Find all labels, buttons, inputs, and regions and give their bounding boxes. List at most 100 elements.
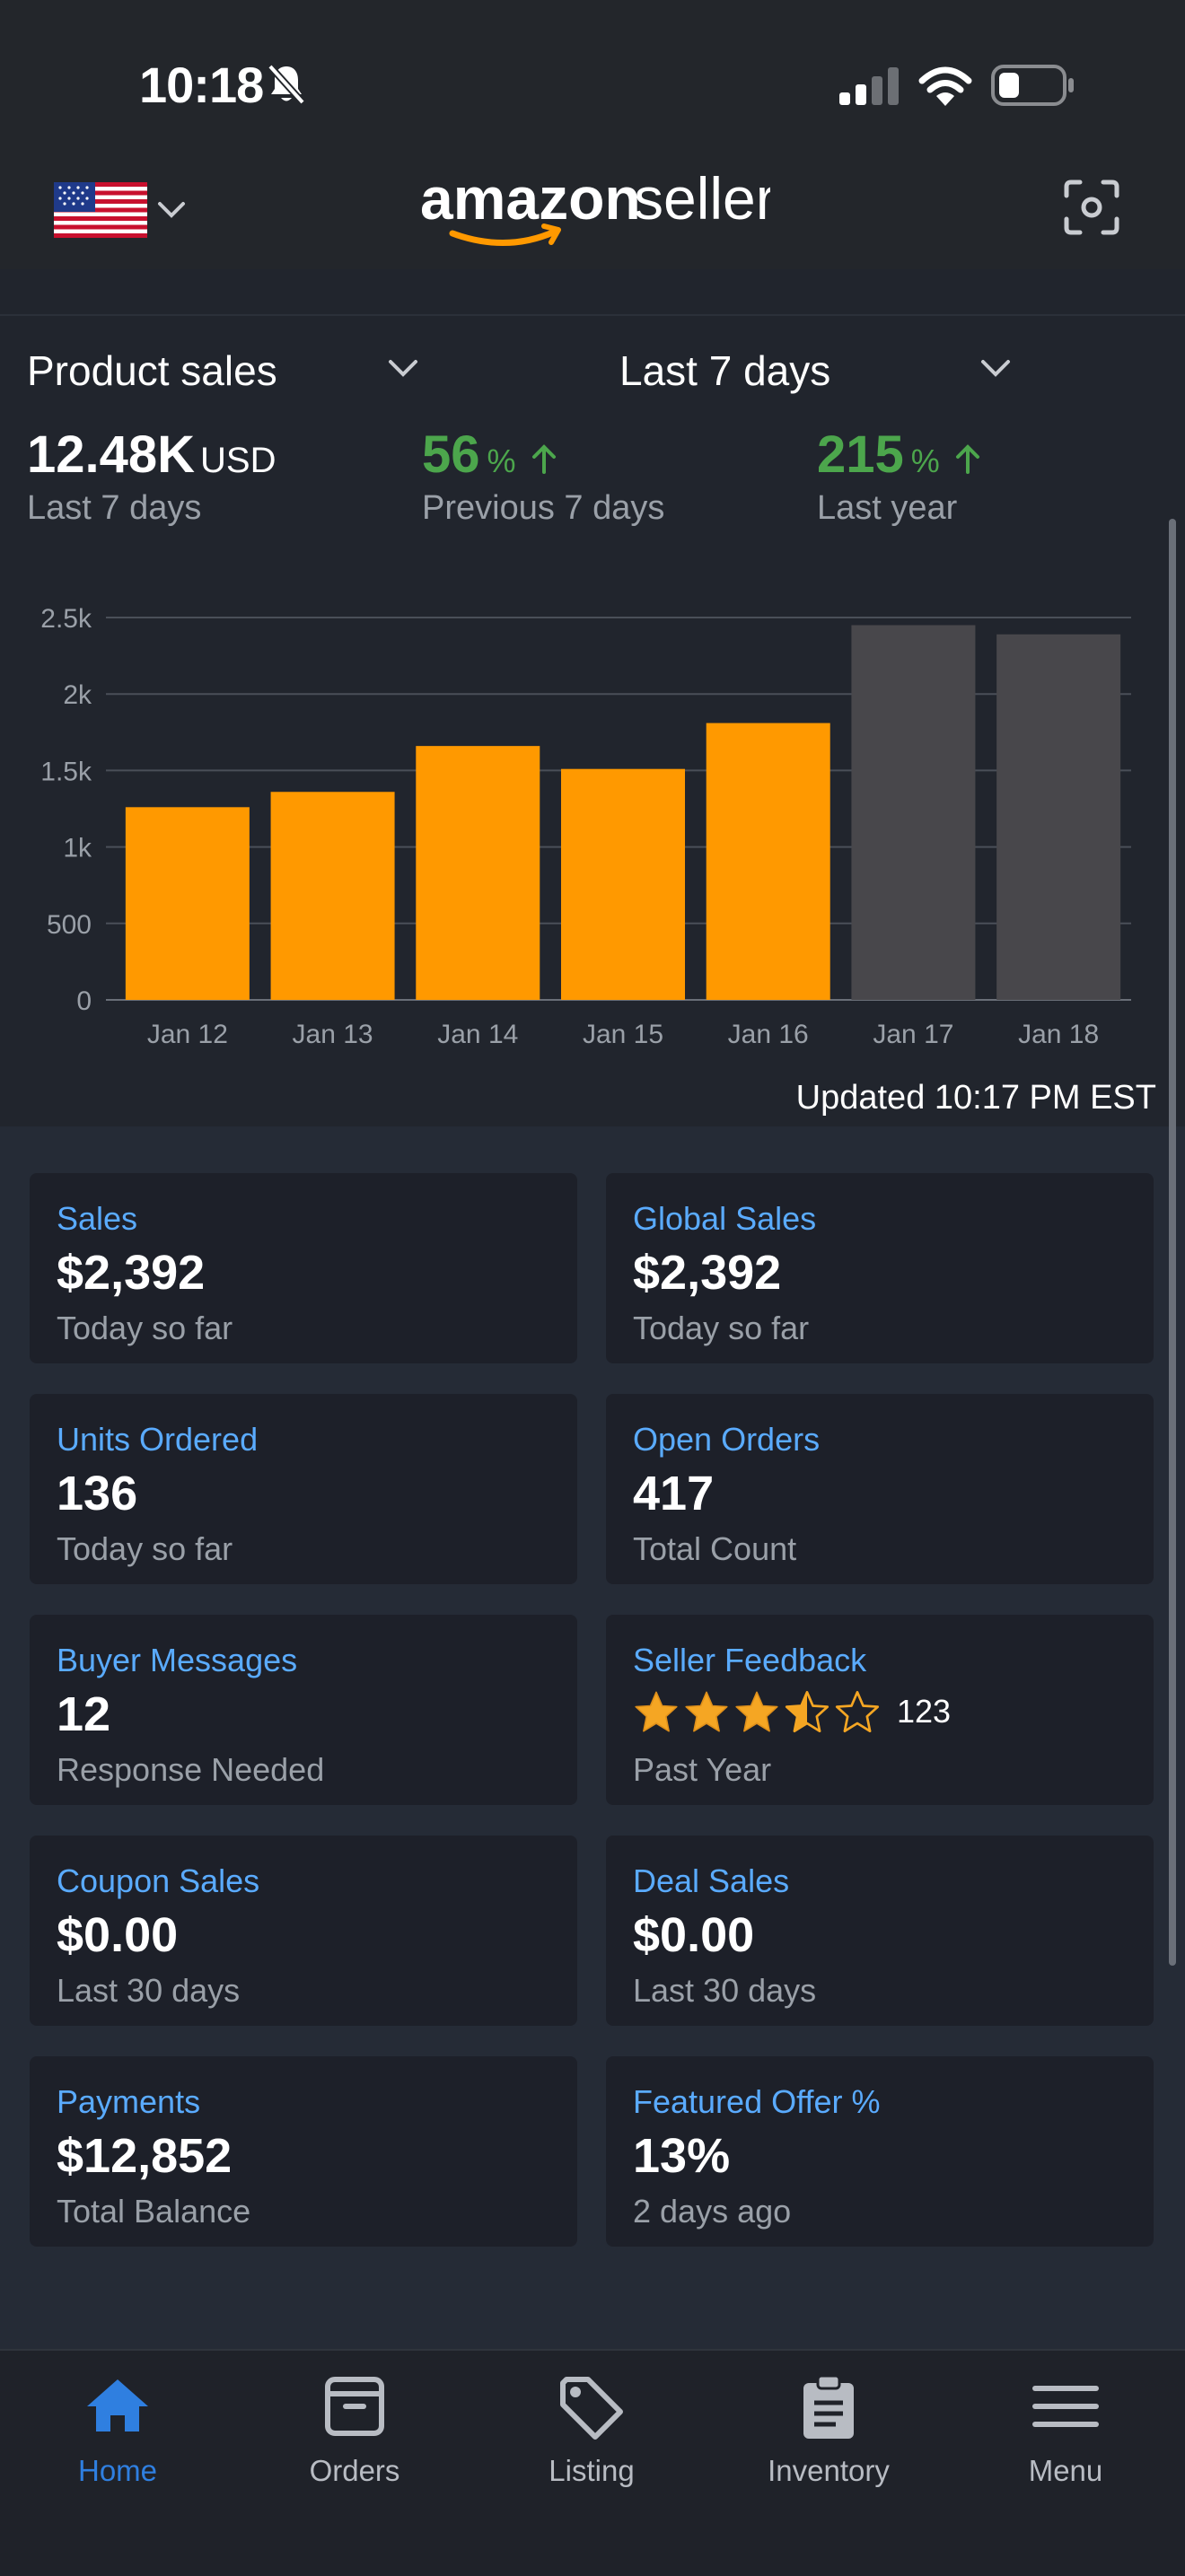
- card-value: 12: [57, 1687, 111, 1741]
- card-caption: Total Count: [633, 1530, 797, 1567]
- star-empty-icon: [835, 1690, 880, 1733]
- card-value: $0.00: [57, 1908, 179, 1962]
- total-sales-value: 12.48K USD: [27, 425, 276, 485]
- card-caption: Last 30 days: [633, 1972, 817, 2009]
- tab-label: Menu: [1028, 2454, 1103, 2487]
- battery-icon: [991, 65, 1074, 106]
- y-tick-label: 2.5k: [40, 604, 92, 634]
- hamburger-menu-icon: [1032, 2386, 1099, 2427]
- card-label: Payments: [57, 2083, 201, 2120]
- sales-bar-chart: 0 500 1k 1.5k 2k 2.5k Jan 12 Jan 13 Jan 14 Jan 15…: [40, 604, 1131, 1049]
- chevron-down-icon[interactable]: [980, 359, 1011, 379]
- total-sales-unit: USD: [200, 441, 276, 480]
- bar-jan-14[interactable]: [416, 746, 540, 1000]
- y-tick-label: 1k: [63, 834, 92, 863]
- card-label: Units Ordered: [57, 1421, 259, 1458]
- x-tick-label: Jan 18: [1018, 1020, 1099, 1049]
- card-value: 417: [633, 1467, 715, 1520]
- star-full-icon: [685, 1691, 728, 1732]
- x-tick-label: Jan 14: [437, 1020, 518, 1049]
- arrow-up-icon: [531, 444, 556, 474]
- bar-jan-18[interactable]: [996, 634, 1121, 1000]
- camera-scan-icon[interactable]: [1064, 180, 1119, 235]
- open-orders-card[interactable]: Open Orders 417 Total Count: [606, 1394, 1154, 1584]
- us-flag-icon[interactable]: [54, 182, 147, 238]
- card-label: Featured Offer %: [633, 2083, 881, 2120]
- y-tick-label: 2k: [63, 680, 92, 710]
- arrow-up-icon: [955, 444, 979, 474]
- total-sales-caption: Last 7 days: [27, 489, 202, 527]
- tab-home[interactable]: Home: [28, 2359, 207, 2488]
- card-value: 13%: [633, 2129, 731, 2183]
- tab-menu[interactable]: Menu: [976, 2359, 1155, 2488]
- card-caption: Response Needed: [57, 1751, 325, 1788]
- rating-stars: 123: [633, 1689, 951, 1734]
- silent-bell-icon: [268, 64, 305, 105]
- bar-jan-17[interactable]: [851, 625, 976, 1000]
- logo-word-seller: seller: [634, 171, 770, 232]
- tab-inventory[interactable]: Inventory: [739, 2359, 918, 2488]
- chevron-down-icon[interactable]: [388, 359, 418, 379]
- y-tick-label: 0: [76, 986, 92, 1016]
- card-caption: 2 days ago: [633, 2193, 792, 2230]
- logo-word-amazon: amazon: [420, 171, 641, 232]
- sales-card[interactable]: Sales $2,392 Today so far: [30, 1173, 577, 1363]
- metric-selector[interactable]: Product sales: [27, 347, 277, 394]
- tab-orders[interactable]: Orders: [265, 2359, 444, 2488]
- card-value: $0.00: [633, 1908, 755, 1962]
- status-bar: 10:18: [0, 0, 1185, 153]
- featured-offer-card[interactable]: Featured Offer % 13% 2 days ago: [606, 2056, 1154, 2247]
- card-value: 136: [57, 1467, 138, 1520]
- tab-listing[interactable]: Listing: [502, 2359, 681, 2488]
- tag-icon: [560, 2377, 623, 2440]
- deal-sales-card[interactable]: Deal Sales $0.00 Last 30 days: [606, 1836, 1154, 2026]
- previous-period-caption: Previous 7 days: [422, 489, 665, 527]
- x-tick-label: Jan 13: [293, 1020, 373, 1049]
- card-caption: Today so far: [57, 1310, 233, 1346]
- y-tick-label: 500: [47, 910, 92, 940]
- payments-card[interactable]: Payments $12,852 Total Balance: [30, 2056, 577, 2247]
- last-year-caption: Last year: [817, 489, 958, 527]
- country-dropdown-chevron-icon[interactable]: [157, 201, 186, 219]
- card-value: $2,392: [633, 1246, 782, 1300]
- buyer-messages-card[interactable]: Buyer Messages 12 Response Needed: [30, 1615, 577, 1805]
- seller-feedback-card[interactable]: Seller Feedback 123 Past Year: [606, 1615, 1154, 1805]
- scrollbar[interactable]: [1169, 519, 1176, 1966]
- card-label: Buyer Messages: [57, 1642, 298, 1678]
- bar-jan-15[interactable]: [561, 768, 685, 1000]
- tab-label: Inventory: [768, 2454, 890, 2487]
- previous-change-number: 56: [422, 425, 480, 484]
- last-year-change: 215%: [817, 425, 981, 485]
- x-tick-label: Jan 15: [583, 1020, 663, 1049]
- card-value: $2,392: [57, 1246, 206, 1300]
- cell-signal-icon: [839, 67, 899, 105]
- card-caption: Total Balance: [57, 2193, 251, 2230]
- x-tick-label: Jan 12: [147, 1020, 228, 1049]
- star-half-icon: [785, 1690, 830, 1733]
- divider: [0, 314, 1185, 316]
- x-tick-label: Jan 16: [728, 1020, 809, 1049]
- card-caption: Today so far: [57, 1530, 233, 1567]
- bar-jan-16[interactable]: [706, 723, 830, 1000]
- star-full-icon: [735, 1691, 778, 1732]
- percent-symbol: %: [910, 442, 940, 479]
- range-selector[interactable]: Last 7 days: [619, 347, 831, 394]
- x-tick-label: Jan 17: [873, 1020, 953, 1049]
- previous-period-change: 56%: [422, 425, 557, 485]
- bar-jan-13[interactable]: [270, 792, 395, 1000]
- home-icon: [87, 2379, 148, 2431]
- wifi-icon: [918, 66, 972, 106]
- card-caption: Last 30 days: [57, 1972, 241, 2009]
- tab-label: Home: [77, 2454, 158, 2487]
- feedback-count: 123: [897, 1693, 952, 1730]
- bar-jan-12[interactable]: [125, 807, 250, 1000]
- card-label: Global Sales: [633, 1200, 817, 1237]
- global-sales-card[interactable]: Global Sales $2,392 Today so far: [606, 1173, 1154, 1363]
- year-change-number: 215: [817, 425, 904, 484]
- card-caption: Today so far: [633, 1310, 810, 1346]
- card-label: Coupon Sales: [57, 1862, 260, 1899]
- app-header: [0, 153, 1185, 271]
- units-ordered-card[interactable]: Units Ordered 136 Today so far: [30, 1394, 577, 1584]
- coupon-sales-card[interactable]: Coupon Sales $0.00 Last 30 days: [30, 1836, 577, 2026]
- clipboard-icon: [803, 2374, 854, 2439]
